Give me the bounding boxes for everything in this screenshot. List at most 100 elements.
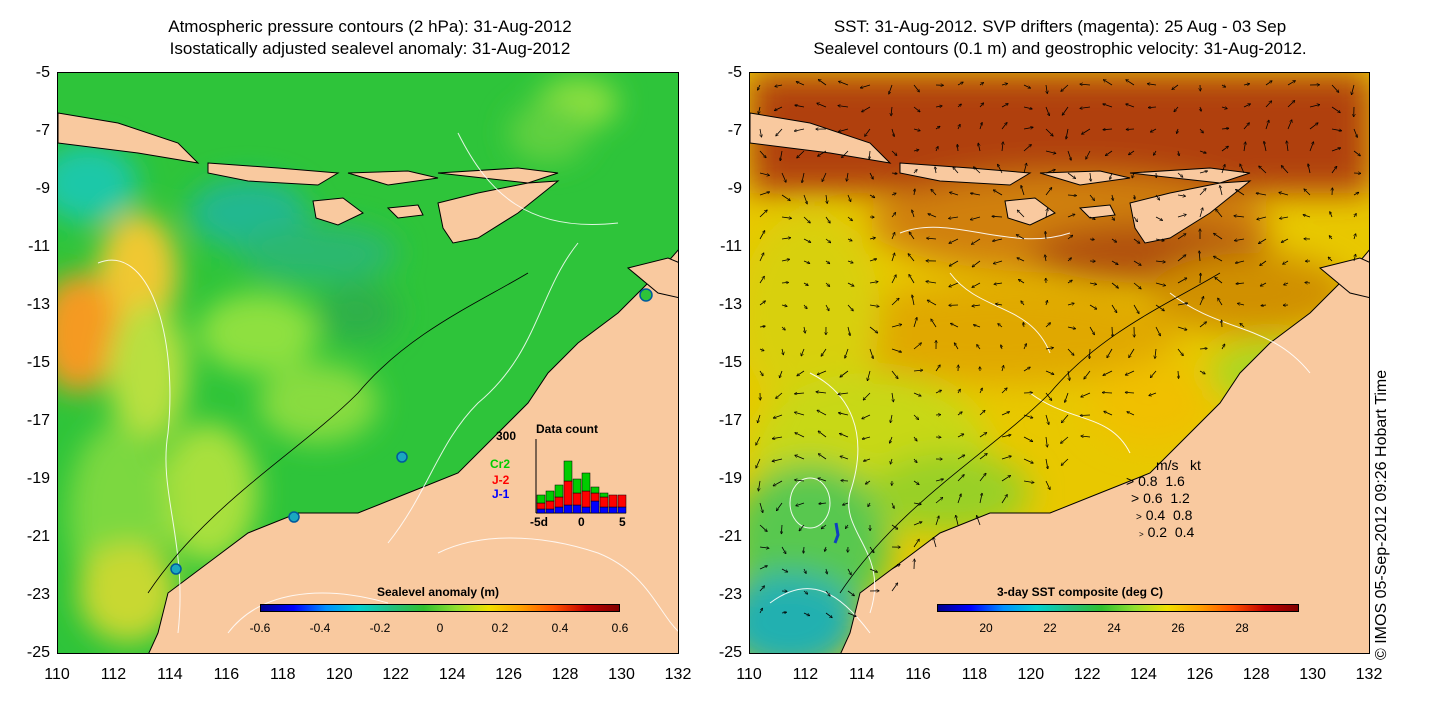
x-tick-label: 110 <box>44 666 70 683</box>
island-chain-sst <box>750 112 1369 299</box>
velocity-vector <box>992 216 1003 217</box>
velocity-vector <box>1305 283 1311 284</box>
left-cbar-tick: 0.6 <box>611 621 629 635</box>
velocity-vector <box>759 253 764 262</box>
velocity-vector <box>1126 129 1135 130</box>
velocity-vector <box>891 298 899 306</box>
velocity-vector <box>1243 123 1249 130</box>
velocity-vector <box>864 458 871 461</box>
velocity-vector <box>795 393 805 394</box>
velocity-vector <box>1260 260 1267 266</box>
right-colorbar <box>937 604 1299 612</box>
velocity-vector <box>1331 128 1342 131</box>
velocity-vector <box>1220 186 1223 196</box>
velocity-vector <box>759 608 762 614</box>
velocity-vector <box>953 167 959 174</box>
velocity-vector <box>926 281 937 283</box>
x-tick-label: 120 <box>325 666 353 683</box>
sealevel-anomaly-map[interactable]: Data count 300 Cr2 J-2 J-1 -5d 0 5 Seale… <box>57 72 679 654</box>
velocity-vector <box>891 324 902 328</box>
left-cbar-tick: 0.4 <box>551 621 569 635</box>
velocity-vector <box>890 436 893 443</box>
velocity-vector <box>1023 163 1027 174</box>
inset-bar-segment <box>545 490 555 502</box>
velocity-vector <box>797 150 805 158</box>
velocity-vector <box>868 502 870 507</box>
x-tick-label: 120 <box>1017 666 1045 683</box>
velocity-vector <box>869 305 879 307</box>
y-tick-label: -23 <box>26 586 50 603</box>
velocity-vector <box>1104 80 1113 86</box>
velocity-vector <box>979 388 982 394</box>
velocity-vector <box>1104 411 1113 416</box>
velocity-vector <box>958 389 960 394</box>
velocity-vector <box>951 323 959 328</box>
velocity-vector <box>838 106 849 107</box>
inset-bar-segment <box>563 504 573 514</box>
velocity-vector <box>758 84 761 90</box>
velocity-vector <box>781 524 782 534</box>
velocity-vector <box>1023 84 1030 88</box>
velocity-vector <box>1236 190 1245 196</box>
inset-series-j1: J-1 <box>492 487 510 501</box>
velocity-vector <box>803 546 804 553</box>
velocity-vector <box>773 480 783 486</box>
velocity-vector <box>1177 195 1185 196</box>
velocity-vector <box>840 370 849 377</box>
velocity-vector <box>759 502 763 513</box>
speed-kt: 1.6 <box>1165 473 1185 489</box>
velocity-vector <box>1256 193 1267 196</box>
left-colorbar-label: Sealevel anomaly (m) <box>376 585 500 599</box>
velocity-vector <box>781 172 786 182</box>
velocity-vector <box>891 275 896 284</box>
velocity-vector <box>1199 251 1200 262</box>
velocity-vector <box>1021 301 1025 306</box>
velocity-vector <box>1309 105 1320 108</box>
velocity-vector <box>971 193 981 196</box>
velocity-vector <box>1354 214 1356 218</box>
y-tick-label: -9 <box>35 180 50 197</box>
velocity-vector <box>1082 128 1091 134</box>
velocity-vector <box>818 80 827 86</box>
velocity-vector <box>1284 283 1289 285</box>
velocity-vector <box>913 458 917 463</box>
sst-map[interactable]: m/s kt > 0.8 1.6 > 0.6 1.2 > 0.4 0.8 > 0… <box>749 72 1370 654</box>
velocity-vector <box>847 612 856 616</box>
velocity-vector <box>909 275 915 284</box>
velocity-vector <box>1066 128 1069 139</box>
velocity-vector <box>1067 258 1071 262</box>
velocity-vector <box>891 128 894 136</box>
inset-bar-segment <box>572 492 582 506</box>
velocity-vector <box>1200 273 1201 284</box>
velocity-vector <box>913 170 917 174</box>
y-tick-label: -17 <box>26 412 50 429</box>
velocity-vector <box>1221 107 1227 109</box>
velocity-vector <box>913 436 917 441</box>
velocity-vector <box>781 305 787 306</box>
velocity-vector <box>756 436 761 445</box>
velocity-vector <box>993 238 1003 241</box>
velocity-vector <box>825 260 830 264</box>
speed-ms: 0.2 <box>1147 524 1168 540</box>
velocity-vector <box>775 85 783 87</box>
velocity-vector <box>1155 282 1165 286</box>
velocity-vector <box>1111 238 1117 242</box>
velocity-vector <box>847 590 854 596</box>
velocity-vector <box>1125 370 1135 375</box>
velocity-vector <box>1259 166 1267 174</box>
velocity-vector <box>1081 436 1091 437</box>
velocity-vector <box>931 319 937 328</box>
velocity-vector <box>1046 84 1047 93</box>
y-tick-label: -15 <box>718 354 742 371</box>
velocity-vector <box>847 239 852 241</box>
pressure-contours <box>97 132 678 634</box>
inset-bar-segment <box>617 494 627 508</box>
y-tick-label: -7 <box>35 122 50 139</box>
velocity-vector <box>1331 148 1341 152</box>
velocity-vector <box>1023 414 1033 418</box>
y-tick-label: -11 <box>720 238 742 255</box>
velocity-vector <box>1354 234 1356 240</box>
inset-series-cr2: Cr2 <box>490 457 511 471</box>
velocity-vector <box>1133 282 1141 289</box>
y-tick-label: -19 <box>26 470 50 487</box>
